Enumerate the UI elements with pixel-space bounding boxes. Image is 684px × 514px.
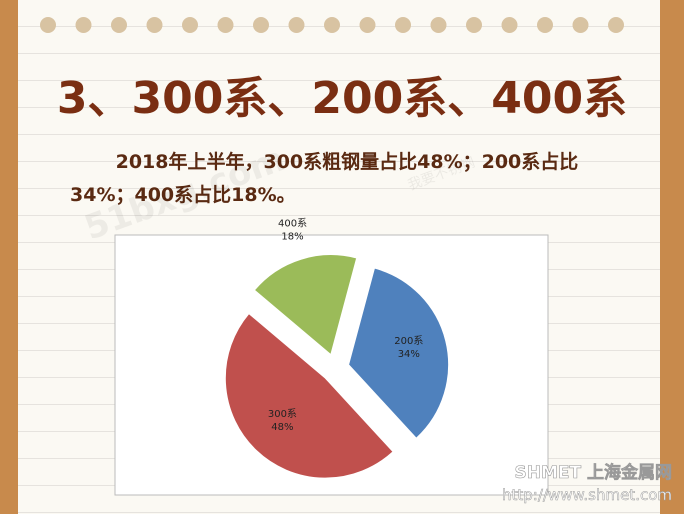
slice — [224, 312, 394, 479]
hole — [430, 17, 447, 33]
watermark: 我要不锈钢 — [406, 155, 477, 194]
holes — [40, 17, 624, 33]
hole — [146, 17, 163, 33]
brand: SHMET 上海金属网 — [514, 462, 672, 483]
hole — [111, 17, 127, 33]
heading: 3、300系、200系、400系 — [56, 73, 628, 124]
url: http://www.shmet.com — [502, 486, 672, 504]
pie: 200系 34% 300系 48% 400系 18% — [224, 217, 450, 479]
hole — [395, 17, 411, 33]
hole — [466, 17, 482, 33]
slice-value: 48% — [271, 422, 293, 433]
slice-label: 300系 — [268, 408, 297, 420]
slice-label: 200系 — [394, 335, 423, 347]
hole — [359, 17, 376, 33]
hole — [253, 17, 269, 33]
watermark: 51bxg.com — [79, 139, 290, 248]
hole — [288, 17, 305, 33]
hole — [217, 17, 234, 33]
hole — [182, 17, 198, 33]
slice — [348, 267, 450, 439]
hole — [537, 17, 553, 33]
hole — [75, 17, 92, 33]
slice-label: 400系 — [278, 217, 307, 229]
hole — [608, 17, 624, 33]
slice — [253, 254, 358, 356]
slice-value: 18% — [281, 231, 303, 242]
hole — [324, 17, 340, 33]
slice-value: 34% — [398, 349, 420, 360]
paragraph: 2018年上半年，300系粗钢量占比48%；200系占比34%；400系占比18… — [70, 151, 579, 206]
hole — [572, 17, 589, 33]
hole — [40, 17, 56, 33]
hole — [501, 17, 518, 33]
